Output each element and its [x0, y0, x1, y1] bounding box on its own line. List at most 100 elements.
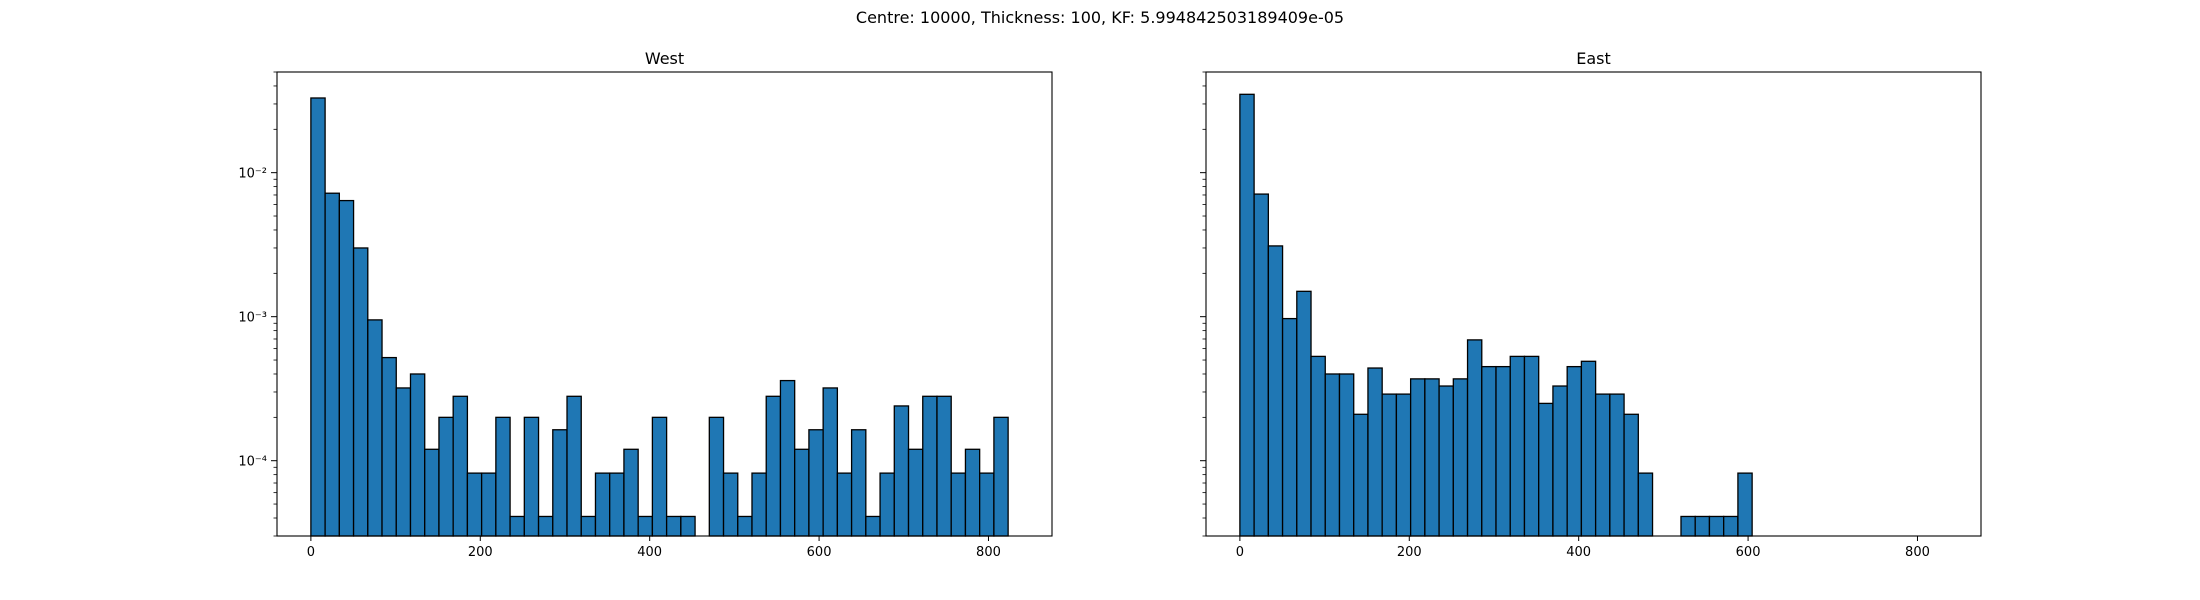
- west-bar-31: [751, 472, 767, 537]
- east-bar-33: [1708, 515, 1725, 537]
- east-bar-2: [1267, 245, 1284, 537]
- east-bar-22: [1552, 385, 1568, 537]
- west-bar-18: [566, 395, 582, 537]
- west-bar-16: [537, 515, 554, 537]
- east-bar-23: [1566, 365, 1583, 537]
- east-bar-31: [1680, 515, 1696, 537]
- west-bar-9: [438, 416, 454, 537]
- west-bar-47: [979, 472, 995, 537]
- west-bar-25: [665, 515, 682, 537]
- west-bar-11: [466, 472, 483, 537]
- west-bar-20: [594, 472, 611, 537]
- west-bar-5: [381, 356, 397, 537]
- west-bar-15: [523, 416, 540, 537]
- east-x-tick-label-800: 800: [1905, 545, 1930, 560]
- west-bar-1: [324, 192, 340, 537]
- west-bar-39: [865, 515, 881, 537]
- west-x-tick-label-600: 600: [807, 545, 832, 560]
- east-bar-19: [1509, 355, 1526, 537]
- east-bar-0: [1239, 93, 1255, 537]
- west-bar-14: [509, 515, 525, 537]
- figure-title: Centre: 10000, Thickness: 100, KF: 5.994…: [855, 8, 1345, 27]
- west-bar-23: [637, 515, 654, 537]
- east-bar-18: [1495, 365, 1511, 537]
- east-bar-14: [1438, 385, 1454, 537]
- west-bar-0: [310, 97, 326, 537]
- east-bar-34: [1723, 515, 1739, 537]
- west-bar-22: [623, 448, 639, 537]
- east-bar-9: [1367, 367, 1383, 537]
- east-bar-21: [1538, 402, 1554, 537]
- west-bar-24: [651, 416, 668, 537]
- east-bar-6: [1324, 373, 1341, 537]
- east-bar-17: [1481, 365, 1497, 537]
- west-bar-42: [907, 448, 924, 537]
- west-bar-44: [936, 395, 952, 537]
- west-x-tick-label-800: 800: [976, 545, 1001, 560]
- west-y-tick-label-1: 10⁻³: [238, 311, 267, 326]
- west-bar-43: [922, 395, 938, 537]
- west-bar-30: [737, 515, 753, 537]
- west-bar-3: [352, 247, 369, 537]
- west-bar-34: [794, 448, 810, 537]
- west-bar-21: [609, 472, 625, 537]
- west-x-tick-label-200: 200: [468, 545, 493, 560]
- east-bar-12: [1409, 378, 1426, 537]
- east-bar-24: [1580, 360, 1597, 537]
- west-bar-19: [580, 515, 597, 537]
- east-bar-5: [1310, 355, 1326, 537]
- east-x-tick-label-0: 0: [1236, 545, 1244, 560]
- east-bar-20: [1523, 355, 1540, 537]
- west-bar-26: [680, 515, 696, 537]
- west-bar-45: [950, 472, 967, 537]
- west-y-tick-label-0: 10⁻⁴: [238, 455, 267, 470]
- west-bar-35: [808, 429, 824, 537]
- west-x-tick-label-0: 0: [307, 545, 315, 560]
- east-bar-35: [1737, 472, 1753, 537]
- east-bar-1: [1253, 193, 1269, 537]
- east-bar-28: [1637, 472, 1654, 537]
- west-bar-2: [338, 199, 355, 537]
- west-bar-40: [879, 472, 895, 537]
- west-bar-4: [367, 319, 383, 537]
- west-bar-13: [495, 416, 511, 537]
- west-chart-title: West: [645, 49, 684, 68]
- east-bar-10: [1381, 393, 1398, 537]
- west-bar-17: [552, 429, 568, 537]
- west-bar-12: [480, 472, 497, 537]
- east-bar-4: [1296, 290, 1312, 537]
- east-x-tick-label-600: 600: [1736, 545, 1761, 560]
- west-bar-6: [395, 387, 412, 537]
- west-histogram-panel: West 0 200 400 600 800 10⁻⁴ 10⁻³ 10⁻²: [238, 49, 1053, 560]
- east-bar-25: [1594, 393, 1611, 537]
- east-bar-32: [1694, 515, 1711, 537]
- east-bar-11: [1395, 393, 1412, 537]
- east-bar-27: [1623, 413, 1639, 537]
- west-axes-frame: [276, 71, 1053, 537]
- east-bar-8: [1353, 413, 1369, 537]
- west-bar-7: [409, 373, 426, 537]
- east-axes-frame: [1205, 71, 1982, 537]
- west-bar-8: [424, 448, 440, 537]
- west-y-tick-label-2: 10⁻²: [238, 167, 267, 182]
- east-bar-15: [1452, 378, 1469, 537]
- east-bar-7: [1338, 373, 1355, 537]
- west-bar-28: [708, 416, 725, 537]
- east-bar-3: [1281, 317, 1298, 537]
- west-bar-38: [850, 429, 867, 537]
- west-bar-36: [822, 387, 839, 537]
- east-bar-16: [1466, 339, 1483, 537]
- east-bar-13: [1424, 378, 1440, 537]
- east-x-tick-label-200: 200: [1397, 545, 1422, 560]
- west-bar-37: [836, 472, 853, 537]
- west-bar-46: [964, 448, 981, 537]
- west-x-tick-label-400: 400: [637, 545, 662, 560]
- east-x-tick-label-400: 400: [1566, 545, 1591, 560]
- west-bar-48: [993, 416, 1009, 537]
- west-bar-10: [452, 395, 469, 537]
- west-bar-41: [893, 405, 910, 537]
- west-bar-29: [722, 472, 739, 537]
- east-chart-title: East: [1576, 49, 1611, 68]
- west-bar-32: [765, 395, 782, 537]
